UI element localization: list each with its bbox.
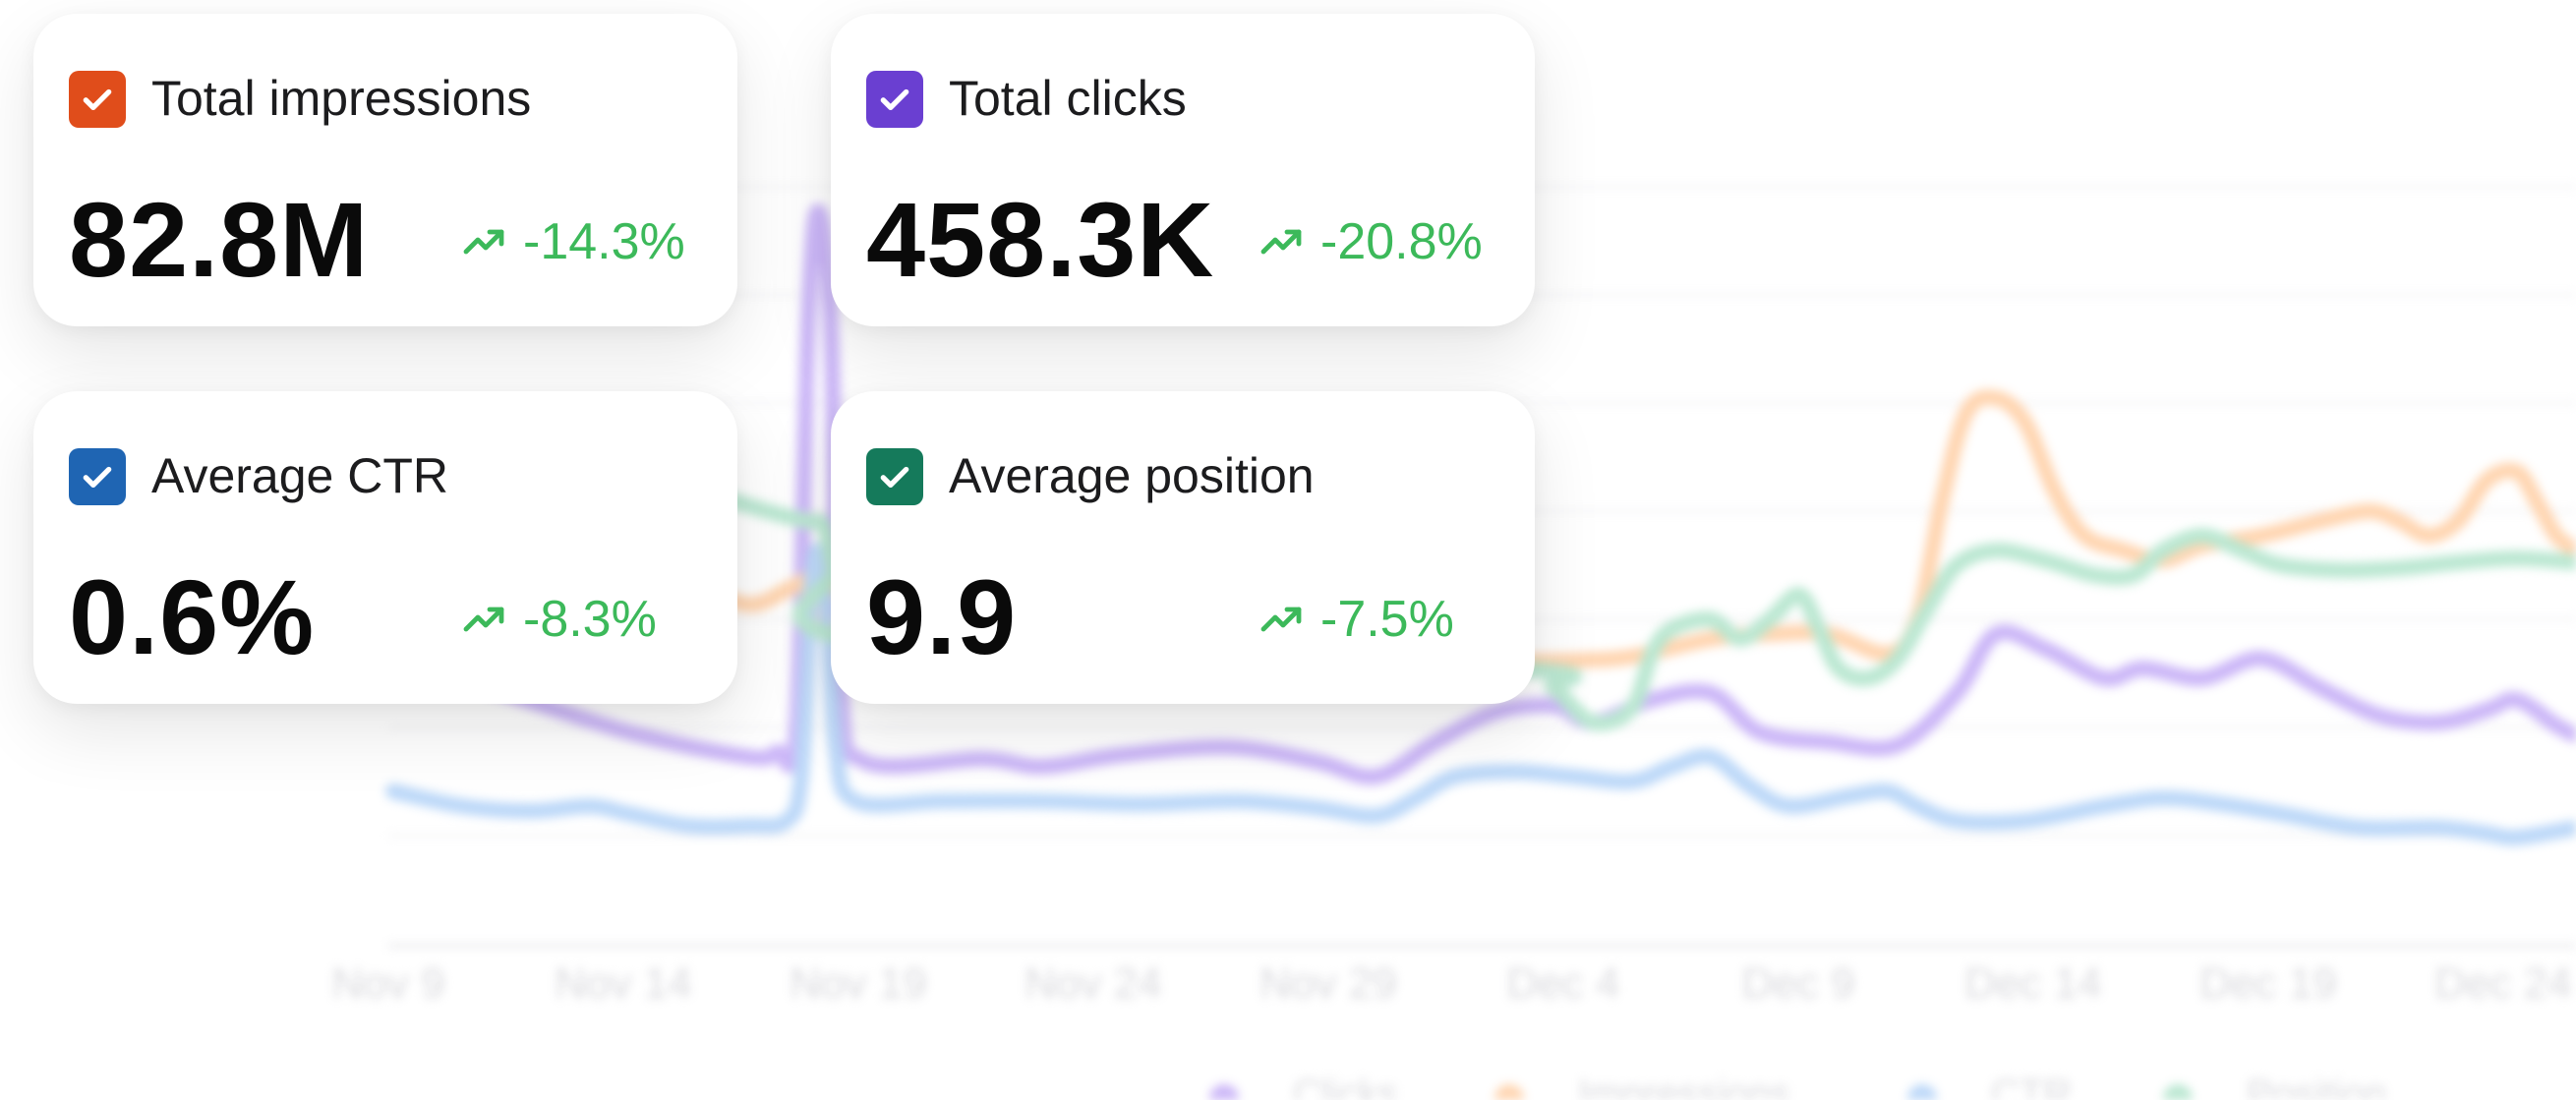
metric-label: Average position [949,448,1315,503]
legend-swatch [2163,1084,2193,1100]
metric-change-value: -8.3% [523,591,657,648]
series-line-ctr [385,543,2576,846]
checkbox-icon[interactable] [69,448,126,505]
metric-change-value: -20.8% [1320,213,1483,270]
metric-change: -7.5% [1258,590,1454,649]
legend-label: CTR [1991,1072,2072,1100]
checkbox-icon[interactable] [866,448,923,505]
legend-swatch [1494,1084,1524,1100]
x-tick-label: Dec 14 [1964,959,2101,1008]
legend-label: Clicks [1293,1072,1398,1100]
metric-value: 9.9 [866,557,1018,676]
x-tick-label: Nov 14 [555,959,691,1008]
trending-icon [1260,229,1302,255]
x-tick-label: Dec 24 [2434,959,2571,1008]
legend-label: Position [2247,1072,2386,1100]
metric-card-average-position[interactable]: Average position 9.9 -7.5% [831,391,1535,704]
x-tick-label: Nov 24 [1025,959,1161,1008]
checkbox-icon[interactable] [69,71,126,128]
trending-icon [463,607,504,632]
metric-label: Average CTR [151,448,448,503]
metric-change: -20.8% [1258,212,1483,271]
metric-change: -8.3% [460,590,657,649]
metric-change: -14.3% [460,212,685,271]
trending-icon [463,229,504,255]
legend-label: Impressions [1578,1072,1790,1100]
metric-value: 82.8M [69,180,370,299]
x-tick-label: Dec 4 [1507,959,1620,1008]
checkbox-icon[interactable] [866,71,923,128]
metric-change-value: -14.3% [523,213,685,270]
x-tick-label: Dec 19 [2199,959,2336,1008]
series-line-clicks [484,203,2576,785]
metric-value: 458.3K [866,180,1215,299]
metric-card-average-ctr[interactable]: Average CTR 0.6% -8.3% [33,391,737,704]
metric-change-value: -7.5% [1320,591,1454,648]
metric-value: 0.6% [69,557,316,676]
x-tick-label: Dec 9 [1742,959,1855,1008]
legend-swatch [1209,1084,1239,1100]
x-tick-label: Nov 9 [332,959,445,1008]
metric-card-total-impressions[interactable]: Total impressions 82.8M -14.3% [33,14,737,326]
trending-icon [1260,607,1302,632]
metric-card-total-clicks[interactable]: Total clicks 458.3K -20.8% [831,14,1535,326]
legend-swatch [1907,1084,1937,1100]
metric-label: Total clicks [949,71,1187,126]
x-tick-label: Nov 19 [790,959,926,1008]
x-tick-label: Nov 29 [1259,959,1396,1008]
metric-label: Total impressions [151,71,532,126]
